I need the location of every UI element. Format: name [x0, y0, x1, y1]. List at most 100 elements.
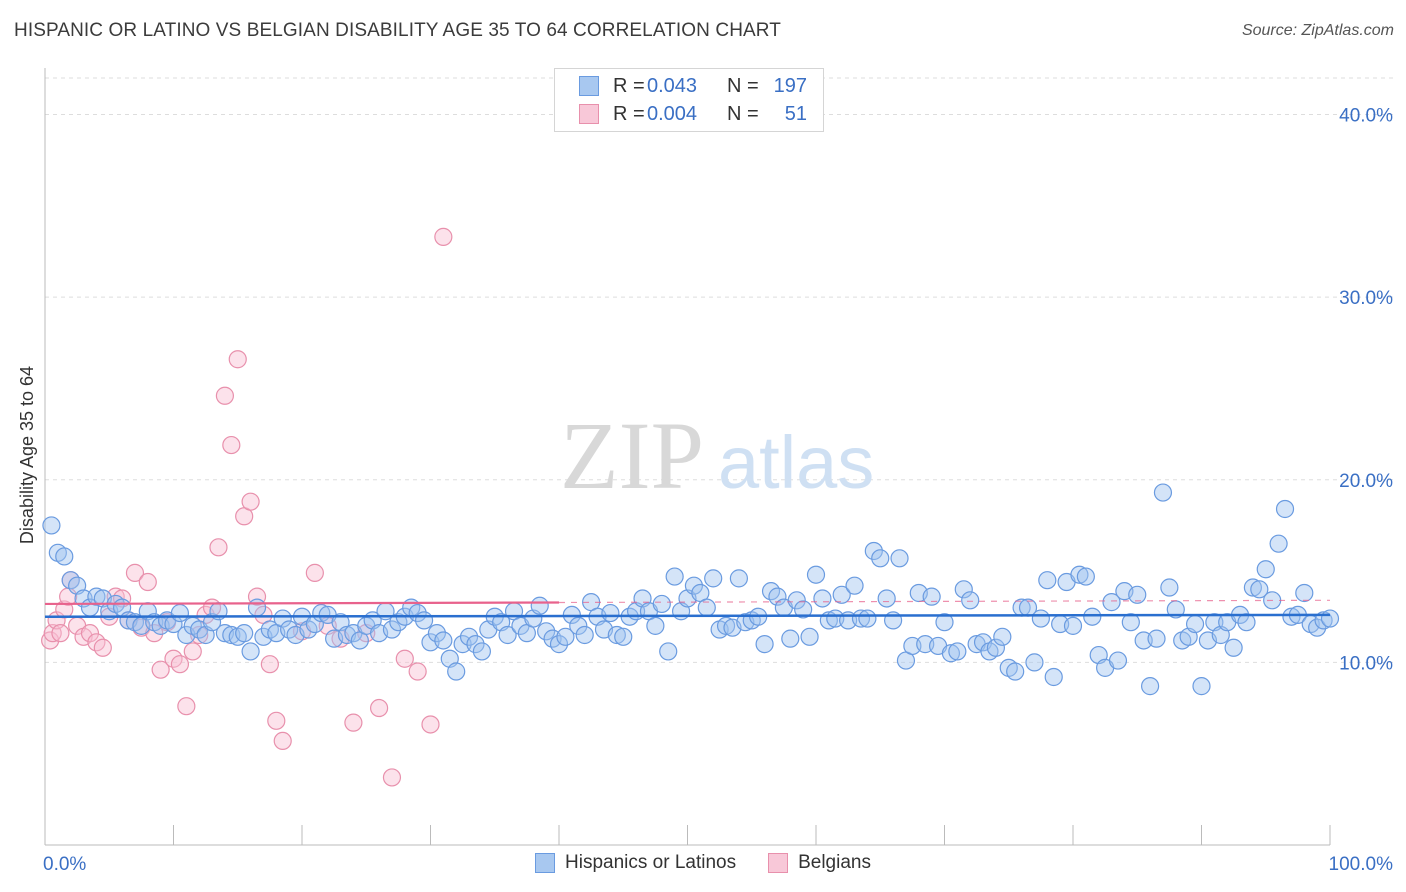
- belgians-point: [267, 711, 286, 730]
- hispanics-point: [948, 642, 967, 661]
- hispanics-point: [1160, 578, 1179, 597]
- hispanics-point: [781, 629, 800, 648]
- hispanics-point: [1282, 607, 1301, 626]
- hispanics-point: [569, 616, 588, 635]
- belgians-point: [382, 768, 402, 787]
- hispanics-point: [961, 591, 980, 610]
- belgians-point: [41, 631, 60, 650]
- hispanics-point: [813, 589, 832, 608]
- y-tick-label: 40.0%: [1339, 106, 1393, 127]
- watermark-atlas: atlas: [718, 421, 874, 504]
- hispanics-point: [864, 541, 883, 561]
- hispanics-point: [659, 642, 678, 661]
- legend-item-hispanics[interactable]: Hispanics or Latinos: [535, 852, 736, 874]
- hispanics-point: [877, 589, 896, 608]
- hispanics-point: [42, 516, 61, 535]
- tick-labels: 10.0% 20.0% 30.0% 40.0% 0.0% 100.0%: [43, 106, 1393, 875]
- hispanics-point: [858, 609, 877, 628]
- belgians-point: [51, 624, 70, 643]
- x-tick-label: 100.0%: [1329, 854, 1394, 875]
- hispanics-point: [1192, 677, 1211, 696]
- legend-item-belgians[interactable]: Belgians: [768, 852, 871, 874]
- belgians-point: [434, 227, 453, 246]
- legend-label-belgians: Belgians: [798, 852, 871, 873]
- hispanics-point: [1256, 560, 1275, 579]
- hispanics-point: [1147, 629, 1166, 648]
- hispanics-point: [794, 600, 813, 619]
- hispanics-point: [1275, 499, 1295, 519]
- hispanics-point: [954, 580, 973, 599]
- hispanics-point: [941, 644, 961, 663]
- n-value: 197: [773, 74, 807, 97]
- hispanics-point: [414, 611, 434, 630]
- belgians-points: [41, 227, 453, 787]
- hispanics-point: [1237, 613, 1256, 632]
- belgians-point: [80, 624, 100, 643]
- belgians-trend-line: [44, 601, 560, 606]
- hispanics-point: [1185, 614, 1205, 634]
- hispanics-point: [1108, 651, 1128, 670]
- x-tick-label: 0.0%: [43, 854, 86, 875]
- hispanics-point: [235, 624, 254, 643]
- hispanics-point: [1153, 483, 1173, 502]
- hispanics-point: [447, 662, 466, 681]
- hispanics-point: [684, 576, 704, 595]
- hispanics-point: [549, 635, 569, 654]
- legend-row-belgians: R = 0.004 N = 51: [579, 101, 807, 127]
- hispanics-point: [614, 627, 633, 646]
- hispanics-point: [1083, 607, 1102, 626]
- belgians-point: [151, 660, 170, 679]
- belgians-point: [138, 572, 157, 592]
- belgians-point: [241, 492, 260, 511]
- hispanics-point: [1063, 616, 1083, 635]
- source-label: Source: ZipAtlas.com: [1241, 22, 1394, 39]
- hispanics-point: [729, 569, 749, 588]
- hispanics-point: [922, 587, 941, 606]
- hispanics-point: [1121, 613, 1140, 632]
- y-tick-label: 10.0%: [1339, 653, 1393, 674]
- hispanics-point: [241, 642, 260, 661]
- hispanics-point: [716, 616, 736, 635]
- hispanics-point: [472, 642, 491, 661]
- hispanics-point: [1140, 677, 1160, 696]
- hispanics-point: [768, 587, 787, 606]
- hispanics-point: [832, 585, 851, 604]
- hispanics-point: [800, 627, 819, 646]
- belgians-trend-extension: [558, 599, 1331, 604]
- r-label: R =: [613, 74, 645, 97]
- belgians-point: [228, 350, 247, 369]
- hispanics-point: [1295, 583, 1314, 603]
- hispanics-point: [466, 635, 485, 654]
- series-legend: Hispanics or Latinos Belgians: [0, 852, 1406, 874]
- y-tick-label: 20.0%: [1339, 471, 1393, 492]
- legend-row-hispanics: R = 0.043 N = 197: [579, 73, 807, 99]
- hispanics-point: [1044, 667, 1063, 687]
- hispanics-point: [1320, 609, 1340, 628]
- hispanics-point: [1243, 578, 1263, 597]
- y-tick-label: 30.0%: [1339, 288, 1393, 309]
- hispanics-point: [652, 594, 671, 614]
- hispanics-point: [273, 609, 292, 628]
- hispanics-point: [1076, 567, 1095, 586]
- belgians-point: [421, 715, 440, 734]
- hispanics-point: [787, 591, 806, 610]
- r-value: 0.043: [647, 74, 698, 97]
- hispanics-point: [704, 569, 723, 588]
- hispanics-point: [646, 616, 665, 635]
- belgians-point: [305, 563, 324, 582]
- axes: [44, 68, 1331, 846]
- hispanics-point: [556, 627, 575, 646]
- belgians-point: [183, 642, 202, 661]
- hispanics-point: [607, 625, 626, 645]
- belgians-point: [344, 713, 363, 732]
- hispanics-point: [1250, 580, 1269, 599]
- hispanics-point: [1031, 609, 1050, 628]
- hispanics-point: [665, 567, 684, 586]
- hispanics-point: [1224, 638, 1243, 657]
- belgians-point: [395, 649, 414, 668]
- hispanics-point: [537, 622, 556, 641]
- hispanics-point: [202, 613, 222, 632]
- hispanics-point: [1006, 662, 1025, 681]
- n-label: N =: [727, 102, 759, 125]
- correlation-legend: R = 0.043 N = 197 R = 0.004 N = 51: [554, 68, 824, 132]
